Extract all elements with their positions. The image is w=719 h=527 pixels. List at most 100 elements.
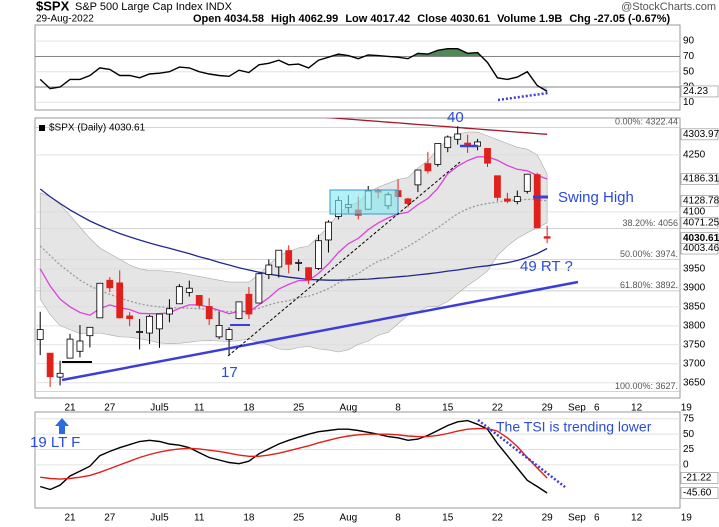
candle-body <box>523 173 531 192</box>
candle-body <box>315 240 322 269</box>
value-tag-box <box>680 128 719 141</box>
shade-above <box>331 48 482 57</box>
candle-body <box>543 236 551 239</box>
candle-body <box>434 143 442 165</box>
x-tick-label: 27 <box>104 403 116 414</box>
candle-body <box>166 308 173 315</box>
x-tick-label: 29 <box>542 513 554 524</box>
value-tag-box <box>680 487 719 499</box>
stat: High 4062.99 <box>271 13 338 25</box>
stat: Open 4034.58 <box>193 13 264 25</box>
moving-average <box>39 198 548 313</box>
y-tick-label: 3900 <box>683 282 706 293</box>
y-tick-label: 10 <box>683 97 695 108</box>
candle-body <box>494 175 501 198</box>
fib-label: 38.20%: 4056 <box>622 218 678 228</box>
value-tag: 4303.97 <box>683 129 719 140</box>
candle-body <box>225 329 233 340</box>
annotation: 17 <box>221 364 238 381</box>
annotation: Swing High <box>558 189 634 206</box>
fib-label: 0.00%: 4322.44 <box>615 117 678 127</box>
annotation: 49 RT ? <box>520 258 573 275</box>
y-tick-label: 4100 <box>683 206 706 217</box>
index-name: S&P 500 Large Cap Index INDX <box>75 1 233 13</box>
candle-body <box>404 198 412 204</box>
value-tag: -21.22 <box>683 473 712 484</box>
line <box>39 419 548 494</box>
y-tick-label: 3800 <box>683 320 706 331</box>
trendline <box>61 280 579 382</box>
symbol: $SPX <box>36 0 70 13</box>
x-tick-label: Jul5 <box>150 403 169 414</box>
value-tag: 4003.46 <box>683 243 719 254</box>
candle-body <box>136 331 144 333</box>
arrow <box>55 418 69 434</box>
y-tick-label: 3750 <box>683 339 706 350</box>
value-tag-box <box>680 173 719 185</box>
candle-body <box>106 279 114 289</box>
bollinger-band <box>39 131 548 353</box>
x-tick-label: 15 <box>442 513 454 524</box>
candle-body <box>255 273 263 304</box>
x-tick-label: Jul5 <box>150 513 169 524</box>
rsi-panel <box>34 24 681 111</box>
x-tick-label: 6 <box>594 513 600 524</box>
moving-average <box>39 188 548 281</box>
value-tag: 4186.31 <box>683 174 719 185</box>
candle-body <box>126 315 134 319</box>
candle-body <box>454 133 462 140</box>
x-tick-label: 8 <box>395 403 401 414</box>
candle-body <box>76 340 84 352</box>
y-tick-label: 3850 <box>683 301 706 312</box>
x-tick-label: Aug <box>339 513 357 524</box>
stat: Low 4017.42 <box>345 13 410 25</box>
x-tick-label: 18 <box>243 513 255 524</box>
candle-body <box>156 313 163 330</box>
tsi-panel <box>34 411 681 509</box>
x-tick-label: Aug <box>339 403 357 414</box>
candle-body <box>66 338 74 359</box>
y-tick-label: 50 <box>683 429 695 440</box>
x-tick-label: 21 <box>64 513 76 524</box>
candle-body <box>86 326 94 337</box>
value-tag: 24.23 <box>683 86 708 97</box>
moving-average <box>39 156 548 316</box>
candle-body <box>46 352 54 378</box>
candle-body <box>414 169 422 186</box>
candle-body <box>484 147 491 164</box>
y-tick-label: 25 <box>683 444 695 455</box>
rsi-plot <box>35 48 680 93</box>
candle-body <box>265 264 273 275</box>
x-tick-label: 12 <box>631 513 643 524</box>
x-tick-label: 21 <box>64 403 76 414</box>
candle-body <box>205 306 213 319</box>
candle-body <box>503 198 511 202</box>
value-tag-box <box>680 232 719 245</box>
annotation: 40 <box>447 109 464 126</box>
labels: 907050301024.233650370037503800385039003… <box>64 36 719 524</box>
value-tag: 4128.78 <box>683 196 719 207</box>
fib-label: 61.80%: 3892. <box>620 280 678 290</box>
candle-body <box>424 163 432 172</box>
line <box>40 427 548 480</box>
moving-average <box>324 118 548 135</box>
candle-body <box>96 282 104 319</box>
candle-body <box>513 196 521 202</box>
candle-body <box>305 267 312 281</box>
value-tag-box <box>680 85 719 98</box>
x-tick-label: 22 <box>492 403 504 414</box>
rsi-divergence-line <box>497 91 549 102</box>
x-tick-label: 15 <box>442 403 454 414</box>
y-tick-label: 0 <box>683 460 689 471</box>
candle-body <box>175 286 183 305</box>
dashed-trendline <box>227 161 461 357</box>
y-tick-label: 4250 <box>683 149 706 160</box>
value-tag: -45.60 <box>683 488 712 499</box>
x-tick-label: 22 <box>492 513 504 524</box>
price-panel <box>34 117 681 399</box>
candle-body <box>533 174 541 229</box>
x-tick-label: 18 <box>243 403 255 414</box>
candle-body <box>245 293 253 315</box>
value-tag-box <box>680 216 719 229</box>
x-tick-label: 19 <box>681 513 693 524</box>
